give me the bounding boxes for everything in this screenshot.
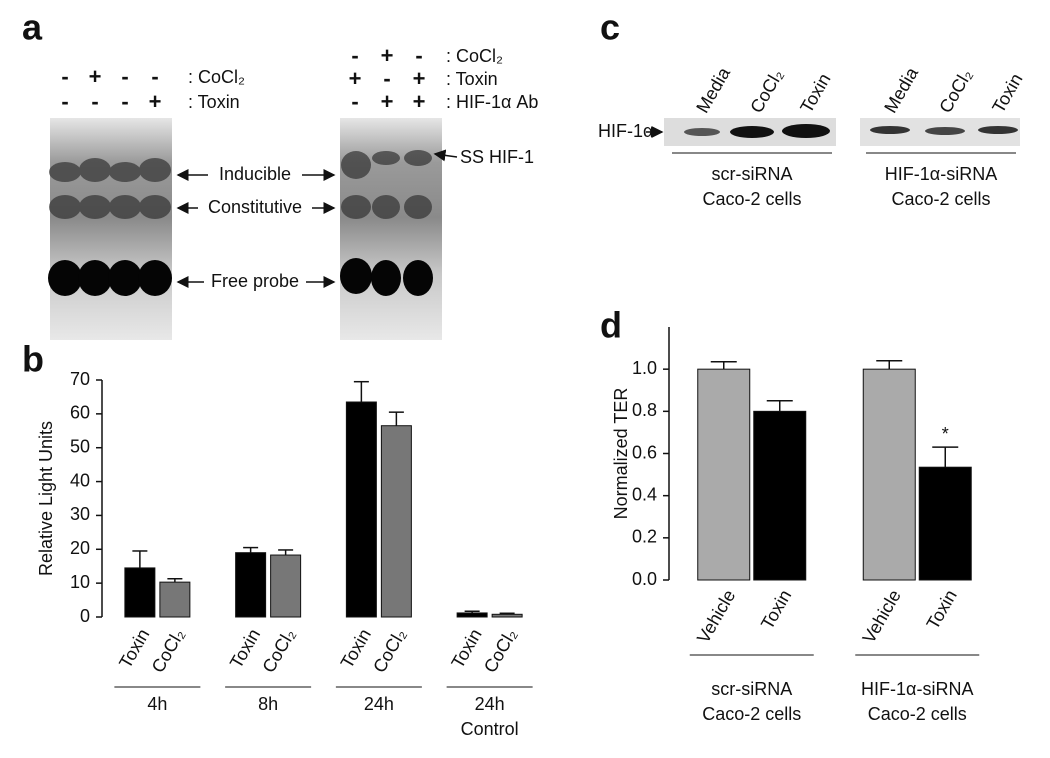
- y-tick-label: 0: [80, 606, 90, 626]
- y-axis-label: Normalized TER: [611, 388, 631, 520]
- y-tick-label: 0.6: [632, 442, 657, 462]
- band-label: SS HIF-1: [460, 147, 534, 167]
- panel-letter: d: [600, 305, 622, 346]
- y-tick-label: 0.2: [632, 527, 657, 547]
- group-label: scr-siRNA: [712, 164, 793, 184]
- bar: [345, 401, 377, 618]
- group-label: Caco-2 cells: [702, 189, 801, 209]
- panel-letter: b: [22, 339, 44, 380]
- y-tick-label: 20: [70, 538, 90, 558]
- sign: -: [351, 89, 358, 114]
- y-tick-label: 40: [70, 470, 90, 490]
- group-label: scr-siRNA Caco-2 cells: [702, 679, 801, 724]
- sign: -: [351, 43, 358, 68]
- sign: -: [61, 64, 68, 89]
- y-tick-label: 0.8: [632, 400, 657, 420]
- treatment-label: : Toxin: [446, 69, 498, 89]
- blot: [664, 118, 1020, 146]
- category-label: 24h: [364, 694, 394, 714]
- sign: -: [383, 66, 390, 91]
- sign: -: [91, 89, 98, 114]
- category-label: 24h Control: [461, 694, 519, 739]
- y-tick-label: 70: [70, 369, 90, 389]
- bar: [753, 410, 807, 581]
- bar: [456, 612, 488, 618]
- bar: [159, 581, 191, 618]
- category-label: 4h: [147, 694, 167, 714]
- band-label: Inducible: [219, 164, 291, 184]
- y-tick-label: 0.4: [632, 484, 657, 504]
- arrows: [176, 149, 458, 288]
- panel-letter: a: [22, 7, 43, 48]
- treatment-label: : Toxin: [188, 92, 240, 112]
- gel-right: [340, 118, 442, 340]
- protein-label: HIF-1α: [598, 121, 653, 141]
- treatment-label: : HIF-1α Ab: [446, 92, 538, 112]
- band-label: Constitutive: [208, 197, 302, 217]
- bar: [124, 567, 156, 618]
- band-label: Free probe: [211, 271, 299, 291]
- bar: [862, 368, 916, 581]
- bar: [380, 425, 412, 618]
- y-tick-label: 1.0: [632, 358, 657, 378]
- bar: [918, 466, 972, 581]
- sign: +: [349, 66, 362, 91]
- bar: [235, 552, 267, 618]
- sign: +: [413, 89, 426, 114]
- bar: [270, 554, 302, 618]
- y-tick-label: 50: [70, 436, 90, 456]
- bar: [491, 613, 523, 618]
- sign: +: [413, 66, 426, 91]
- treatment-label: : CoCl₂: [188, 67, 245, 87]
- y-axis-label: Relative Light Units: [36, 421, 56, 576]
- bar: [697, 368, 751, 581]
- y-tick-label: 0.0: [632, 569, 657, 589]
- y-tick-label: 60: [70, 403, 90, 423]
- sign: -: [151, 64, 158, 89]
- annotation: *: [942, 424, 949, 444]
- sign: -: [61, 89, 68, 114]
- sign: +: [381, 89, 394, 114]
- sign: +: [89, 64, 102, 89]
- sign: +: [149, 89, 162, 114]
- sign: +: [381, 43, 394, 68]
- y-tick-label: 30: [70, 504, 90, 524]
- gel-left: [48, 118, 172, 340]
- sign: -: [415, 43, 422, 68]
- sign: -: [121, 64, 128, 89]
- group-label: HIF-1α-siRNA Caco-2 cells: [861, 679, 973, 724]
- group-label: Caco-2 cells: [891, 189, 990, 209]
- panel-letter: c: [600, 7, 620, 48]
- treatment-label: : CoCl₂: [446, 46, 503, 66]
- sign: -: [121, 89, 128, 114]
- group-label: HIF-1α-siRNA: [885, 164, 997, 184]
- y-tick-label: 10: [70, 572, 90, 592]
- category-label: 8h: [258, 694, 278, 714]
